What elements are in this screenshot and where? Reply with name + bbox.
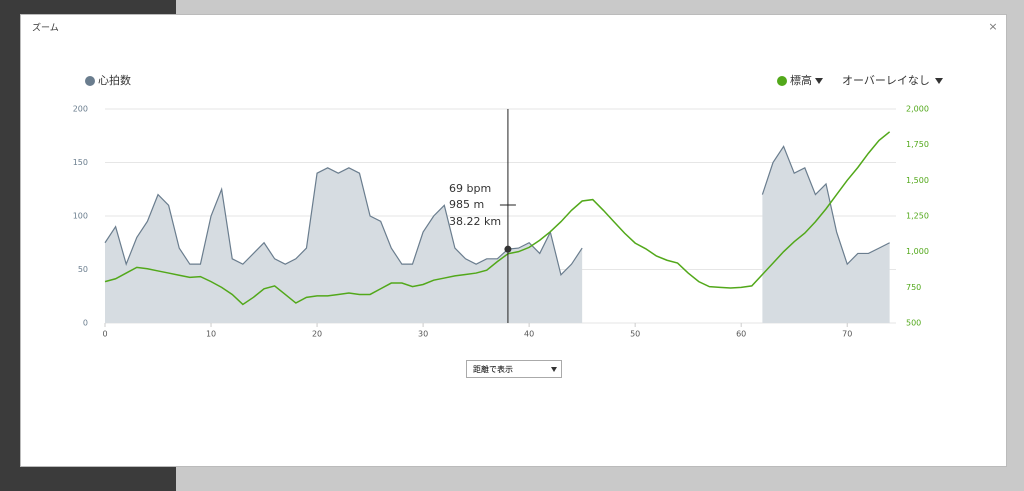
x-tick-label: 70 [842,330,852,339]
y2-tick-label: 1,500 [906,176,929,185]
x-tick-label: 50 [630,330,640,339]
y2-tick-label: 500 [906,319,921,328]
y2-tick-label: 750 [906,283,921,292]
x-tick-label: 10 [206,330,216,339]
y2-tick-label: 1,750 [906,140,929,149]
y-tick-label: 200 [73,105,88,114]
x-tick-label: 40 [524,330,534,339]
select-arrow [551,367,557,372]
y2-tick-label: 1,000 [906,247,929,256]
overlay-menu[interactable]: オーバーレイなし [842,74,943,87]
y2-tick-label: 2,000 [906,105,929,114]
y2-tick-label: 1,250 [906,212,929,221]
modal-title: ズーム [32,22,59,34]
x-tick-label: 30 [418,330,428,339]
close-button[interactable]: × [988,20,997,33]
select-label: 距離で表示 [473,365,513,374]
tooltip-elevation: 985 m [449,198,484,211]
legend-swatch [85,76,95,86]
tooltip-distance: 38.22 km [449,215,501,228]
legend-label[interactable]: 標高 [790,73,812,87]
y-tick-label: 0 [83,319,88,328]
y-tick-label: 100 [73,212,88,221]
legend-swatch [777,76,787,86]
elevation-line [104,131,891,306]
zoom-modal [20,14,1007,467]
hr-line [104,145,890,277]
x-mode-select[interactable]: 距離で表示 [466,360,562,378]
legend-label: 心拍数 [98,73,131,87]
tooltip-hr: 69 bpm [449,182,491,195]
cursor-dot [504,245,512,253]
x-tick-label: 20 [312,330,322,339]
dropdown-arrow [815,78,823,84]
dropdown-arrow [935,78,943,84]
x-tick-label: 60 [736,330,746,339]
y-tick-label: 50 [78,265,88,274]
overlay-label: オーバーレイなし [842,74,930,87]
hr-area [105,146,890,323]
y-tick-label: 150 [73,158,88,167]
x-tick-label: 0 [102,330,107,339]
